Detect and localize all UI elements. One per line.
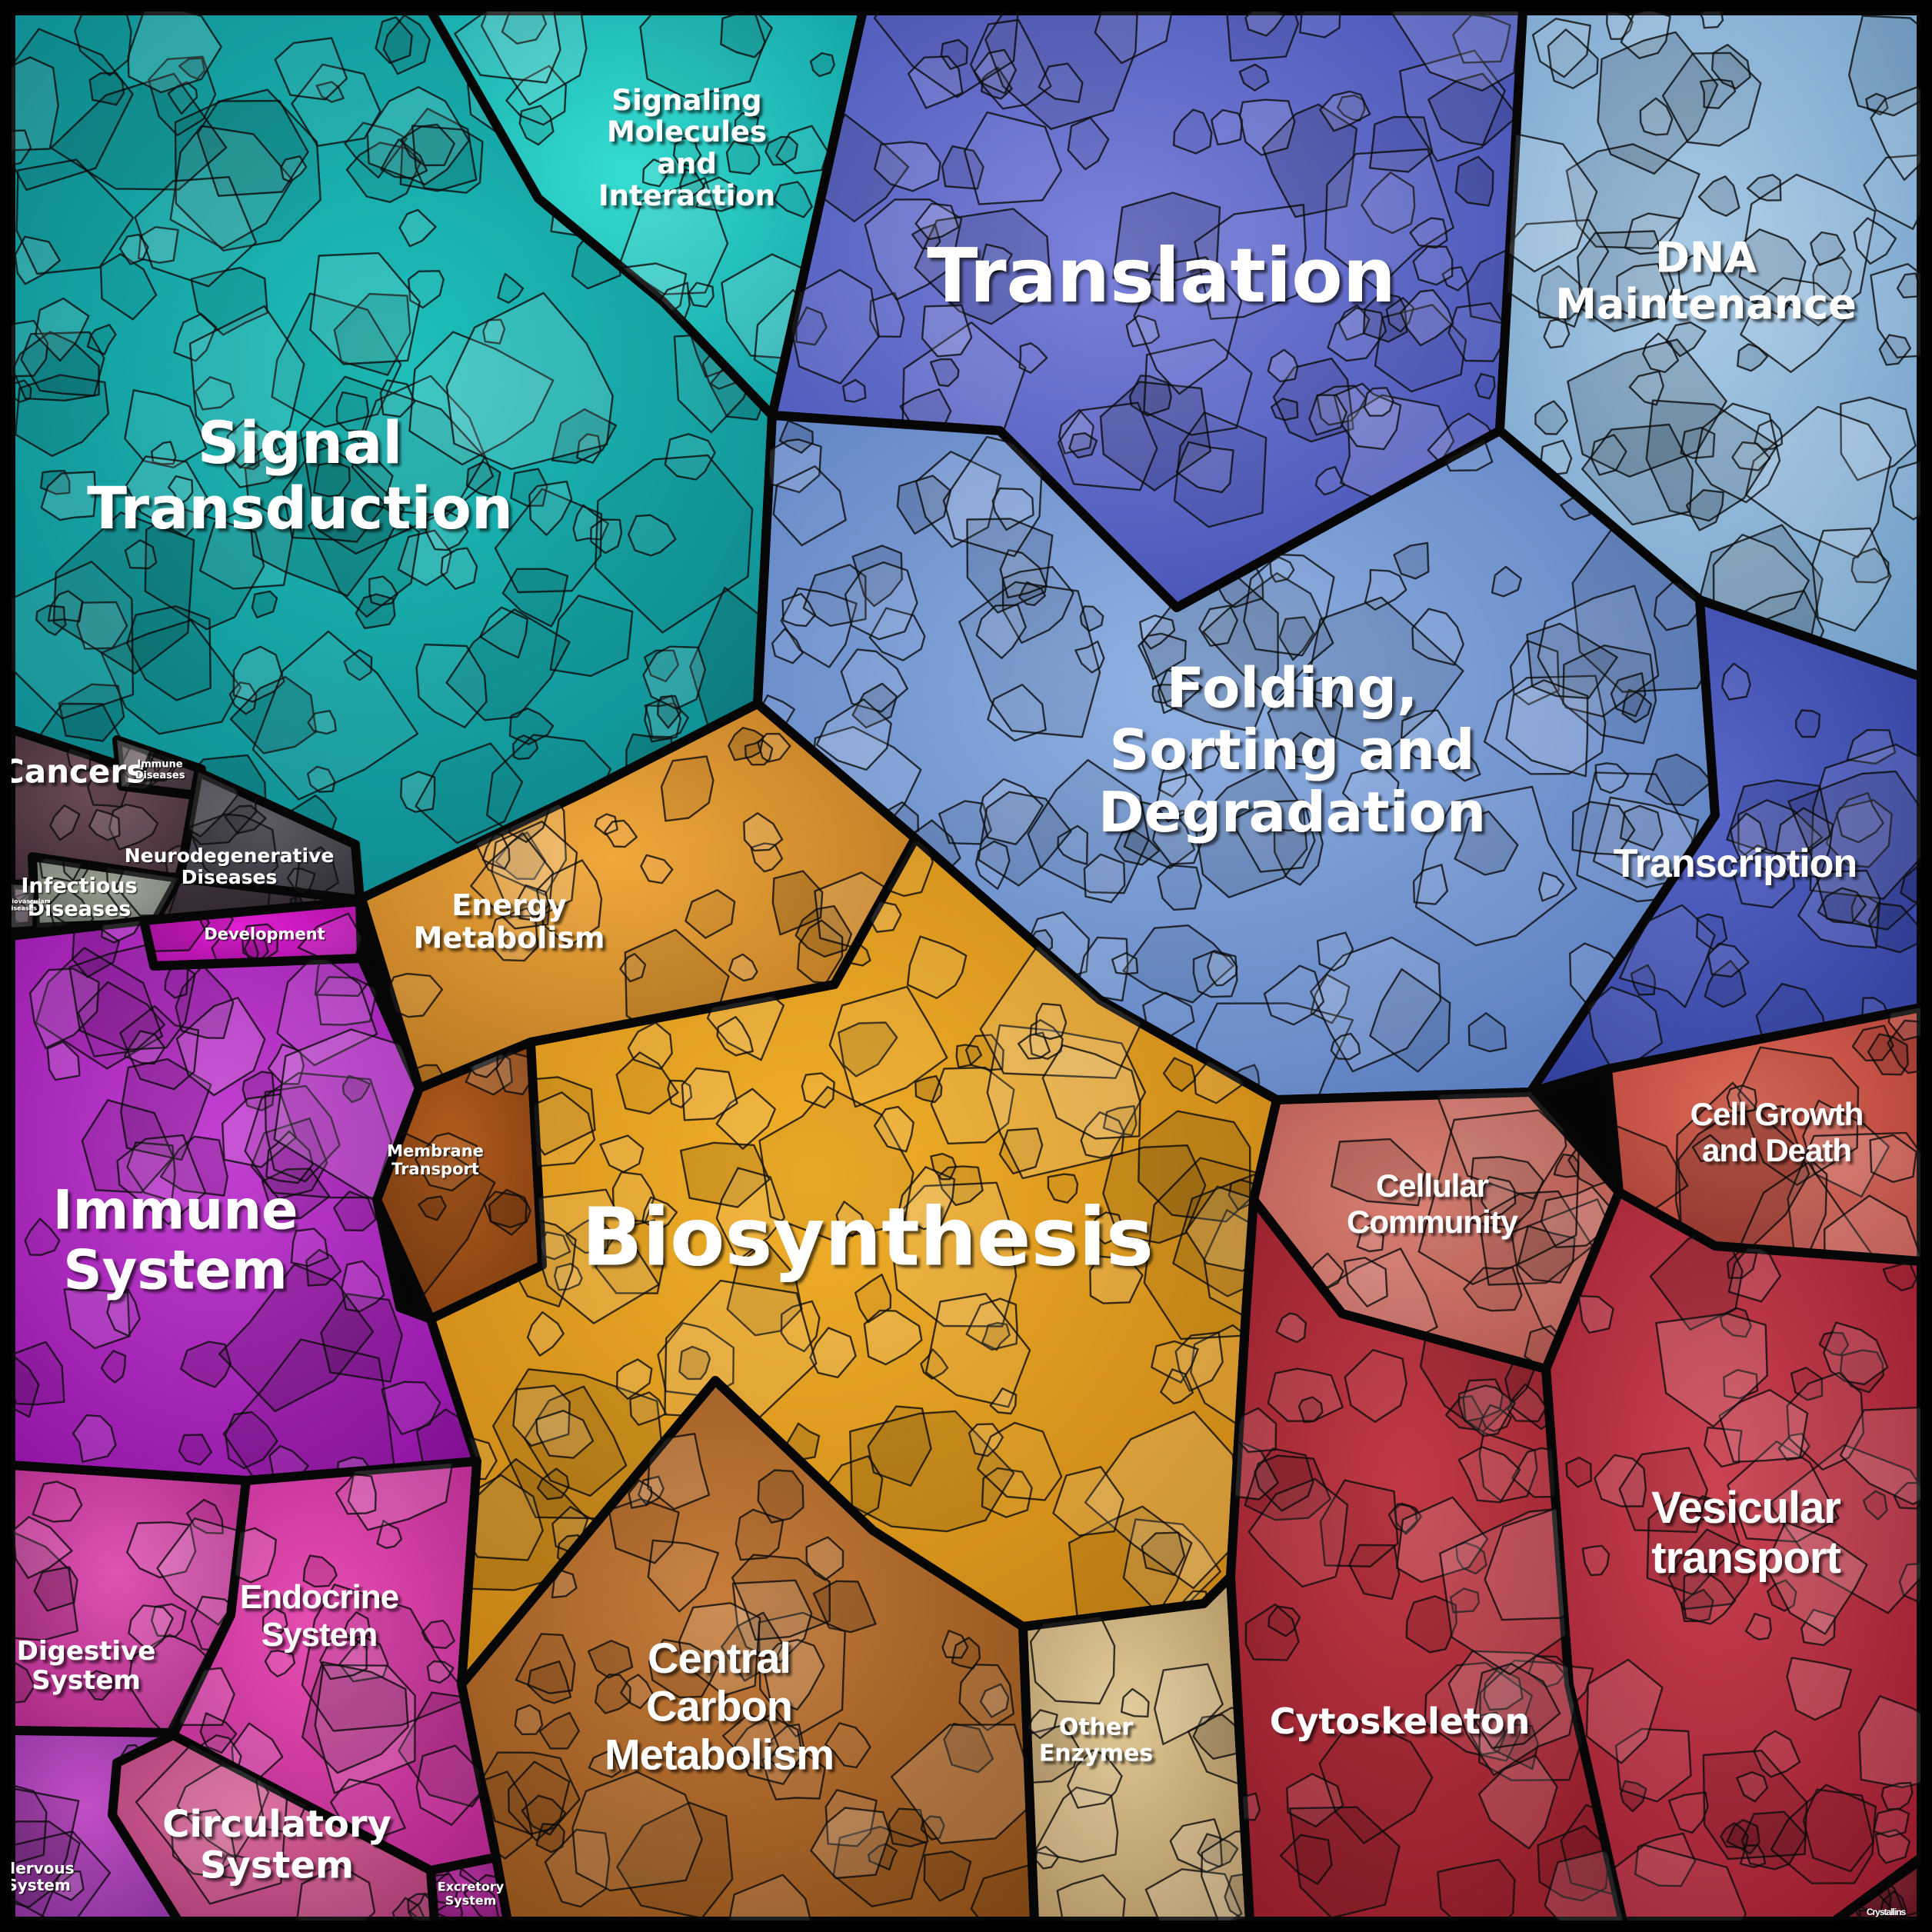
label-circulatory-system: Circulatory System <box>162 1803 391 1887</box>
region-translation-subcells <box>784 11 1523 528</box>
label-nervous-system: Nervous System <box>2 1859 74 1894</box>
label-dna-maintenance: DNA Maintenance <box>1555 234 1857 328</box>
region-folding-sorting-degradation <box>753 411 1720 1104</box>
region-cellular-community <box>1249 1088 1624 1374</box>
label-immune-diseases: Immune Diseases <box>135 758 185 781</box>
region-immune-system-subcells <box>11 921 477 1481</box>
label-other-enzymes: Other Enzymes <box>1039 1714 1153 1767</box>
label-signaling-molecules: Signaling Molecules and Interaction <box>598 84 775 212</box>
label-crystallins: Crystallins <box>1867 1907 1907 1917</box>
region-cellular-community-subcells <box>1306 1092 1619 1369</box>
label-membrane-transport: Membrane Transport <box>387 1142 484 1179</box>
region-endocrine-system-subcells <box>173 1461 496 1841</box>
label-translation: Translation <box>927 232 1396 319</box>
region-other-enzymes <box>1018 1572 1254 1926</box>
label-cardiovascular-diseases: Cardiovascular Diseases <box>0 898 48 911</box>
region-membrane-transport <box>372 1038 547 1324</box>
label-signal-transduction: Signal Transduction <box>87 408 513 542</box>
label-transcription: Transcription <box>1614 841 1857 886</box>
region-nervous-system-subcells <box>11 1744 145 1921</box>
label-neurodegenerative-diseases: Neurodegenerative Diseases <box>125 844 335 888</box>
region-transcription <box>1526 595 1926 1097</box>
label-endocrine-system: Endocrine System <box>240 1578 398 1654</box>
label-vesicular-transport: Vesicular transport <box>1651 1483 1840 1583</box>
label-energy-metabolism: Energy Metabolism <box>414 888 605 955</box>
region-cell-growth-and-death-subcells <box>1607 1008 1921 1261</box>
region-endocrine-system <box>168 1457 501 1875</box>
label-cell-growth-and-death: Cell Growth and Death <box>1690 1096 1864 1168</box>
label-cytoskeleton: Cytoskeleton <box>1270 1700 1531 1742</box>
region-immune-system <box>6 916 481 1485</box>
label-biosynthesis: Biosynthesis <box>581 1190 1154 1284</box>
label-cancers: Cancers <box>1 753 145 791</box>
region-nervous-system <box>6 1726 183 1926</box>
label-cellular-community: Cellular Community <box>1347 1168 1519 1240</box>
region-biosynthesis-subcells <box>452 838 1277 1637</box>
region-circulatory-system <box>108 1730 439 1926</box>
region-cytoskeleton-subcells <box>1231 1294 1623 1921</box>
label-folding-sorting-degradation: Folding, Sorting and Degradation <box>1098 656 1486 844</box>
region-central-carbon-metabolism <box>457 1376 1039 1926</box>
label-digestive-system: Digestive System <box>17 1636 156 1696</box>
label-central-carbon-metabolism: Central Carbon Metabolism <box>605 1634 834 1778</box>
region-cytoskeleton <box>1226 1195 1627 1926</box>
region-translation <box>768 6 1527 612</box>
region-cardiovascular-diseases <box>6 880 38 932</box>
region-transcription-subcells <box>1587 662 1921 1068</box>
region-membrane-transport-subcells <box>377 1043 535 1301</box>
region-biosynthesis <box>426 834 1281 1689</box>
region-folding-sorting-degradation-subcells <box>758 419 1715 1100</box>
region-central-carbon-metabolism-subcells <box>461 1432 1034 1921</box>
label-immune-system: Immune System <box>52 1178 298 1301</box>
label-development: Development <box>204 924 325 943</box>
label-excretory-system: Excretory System <box>438 1880 505 1908</box>
region-excretory-system-subcells <box>431 1857 508 1921</box>
region-circulatory-system-subcells <box>135 1739 435 1921</box>
label-infectious-diseases: Infectious Diseases <box>21 874 137 921</box>
labels-layer: Signal Transduction Signaling Molecules and I… <box>0 84 1907 1917</box>
region-vesicular-transport <box>1541 1188 1926 1926</box>
region-excretory-system <box>426 1853 512 1926</box>
